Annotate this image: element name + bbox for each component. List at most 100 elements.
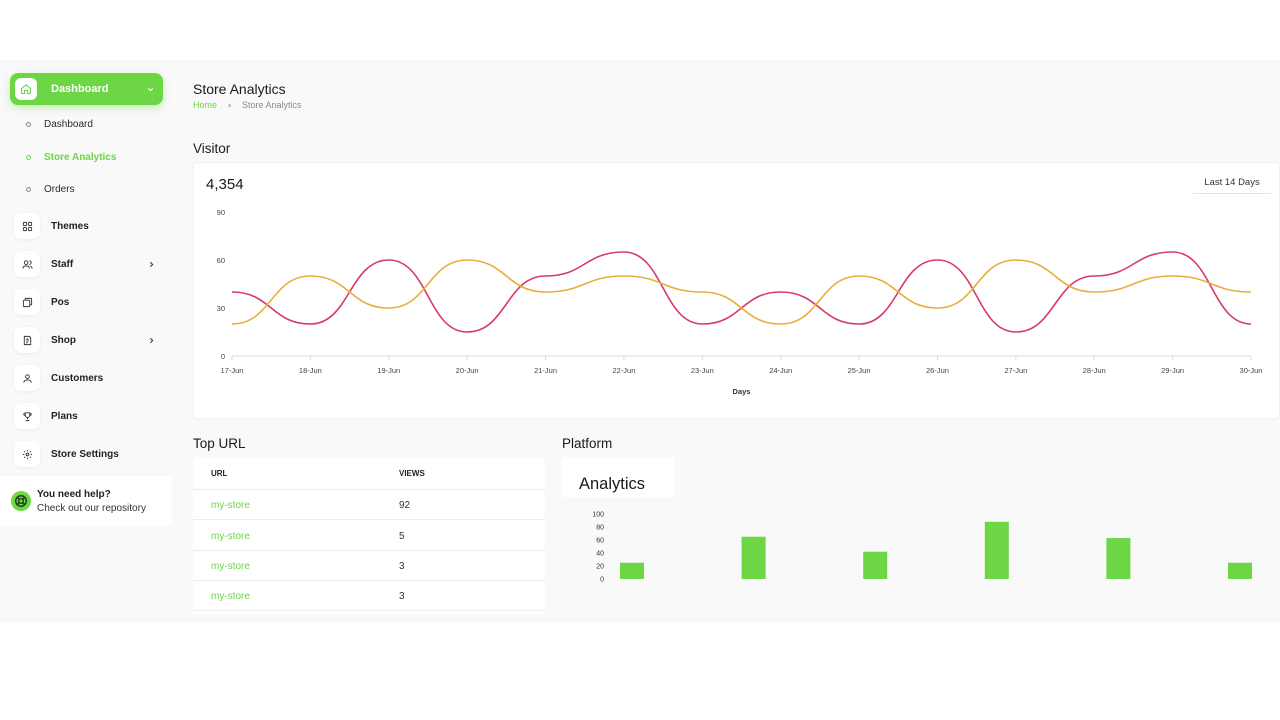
y-tick-label: 40: [596, 551, 604, 558]
visitor-line-chart: 0 30 60 90 17-Jun 18-Jun 19-Jun 20-Jun 21-Jun 22-…: [217, 208, 1263, 396]
x-tick-label: 18-Jun: [299, 366, 322, 375]
url-link[interactable]: my-store: [211, 561, 250, 572]
table-row: my-store 3: [193, 581, 545, 611]
y-tick-label: 60: [596, 538, 604, 545]
x-tick-label: 25-Jun: [848, 366, 871, 375]
x-tick-label: 28-Jun: [1083, 366, 1106, 375]
sidebar-item-label: Pos: [51, 296, 70, 308]
bar: [863, 551, 888, 579]
bar: [741, 536, 766, 579]
platform-card-header: [562, 457, 674, 497]
help-text: You need help? Check out our repository: [37, 489, 146, 514]
platform-bar-chart: 0 20 40 60 80 100: [592, 512, 1252, 584]
table-row: my-store 92: [193, 490, 545, 520]
sidebar-item-customers[interactable]: Customers: [14, 365, 162, 391]
bar: [984, 521, 1009, 579]
table-row: my-store 5: [193, 521, 545, 551]
sidebar-item-label: Shop: [51, 334, 76, 346]
grid-icon: [14, 213, 40, 239]
platform-card-title: Analytics: [579, 475, 646, 493]
url-link[interactable]: my-store: [211, 531, 250, 542]
column-header-views: VIEWS: [399, 469, 425, 478]
y-tick-label: 60: [217, 256, 225, 265]
bullet-icon: [26, 155, 31, 160]
sidebar-item-store-settings[interactable]: Store Settings: [14, 441, 162, 467]
views-value: 3: [399, 591, 405, 602]
shop-icon: [14, 327, 40, 353]
x-tick-label: 17-Jun: [221, 366, 244, 375]
sidebar-item-label: Themes: [51, 220, 89, 232]
url-link[interactable]: my-store: [211, 500, 250, 511]
y-tick-label: 30: [217, 304, 225, 313]
x-tick-label: 21-Jun: [534, 366, 557, 375]
x-tick-label: 30-Jun: [1240, 366, 1263, 375]
user-icon: [14, 365, 40, 391]
help-title: You need help?: [37, 488, 111, 500]
sidebar-item-label: Store Settings: [51, 448, 119, 460]
series-line-2: [231, 259, 1252, 325]
x-axis-label: Days: [733, 387, 751, 396]
gear-icon: [14, 441, 40, 467]
help-subtitle: Check out our repository: [37, 502, 146, 514]
y-tick-label: 100: [592, 512, 604, 519]
sidebar-subitem-label: Store Analytics: [44, 152, 117, 163]
visitor-section-title: Visitor: [193, 141, 231, 156]
table-row: my-store 3: [193, 551, 545, 581]
bullet-icon: [26, 187, 31, 192]
chevron-down-icon: [146, 85, 155, 94]
views-value: 5: [399, 531, 405, 542]
x-tick-label: 20-Jun: [456, 366, 479, 375]
visitor-count: 4,354: [206, 176, 244, 193]
sidebar-item-label: Customers: [51, 372, 104, 384]
users-icon: [14, 251, 40, 277]
home-icon: [15, 78, 37, 100]
x-tick-label: 22-Jun: [612, 366, 635, 375]
y-tick-label: 0: [221, 352, 225, 361]
chevron-right-icon: [147, 336, 156, 345]
x-tick-label: 23-Jun: [691, 366, 714, 375]
lifebuoy-icon: [11, 491, 31, 511]
bar: [620, 562, 644, 579]
top-url-table: URL VIEWS my-store 92 my-store 5 my-stor…: [193, 457, 545, 614]
y-tick-label: 90: [217, 208, 225, 217]
table-header: URL VIEWS: [193, 457, 545, 490]
x-tick-label: 27-Jun: [1004, 366, 1027, 375]
sidebar-item-dashboard-group[interactable]: Dashboard: [10, 73, 163, 105]
help-box[interactable]: You need help? Check out our repository: [0, 476, 172, 526]
x-tick-label: 24-Jun: [769, 366, 792, 375]
chevron-right-icon: [226, 102, 233, 109]
sidebar-subitem-store-analytics[interactable]: Store Analytics: [26, 152, 116, 163]
date-range-button[interactable]: Last 14 Days: [1193, 172, 1271, 194]
breadcrumb-home-link[interactable]: Home: [193, 100, 218, 110]
sidebar-item-shop[interactable]: Shop: [14, 327, 162, 353]
page-title: Store Analytics: [193, 81, 286, 97]
sidebar-subitem-label: Orders: [44, 184, 75, 195]
sidebar-item-pos[interactable]: Pos: [14, 289, 162, 315]
x-tick-label: 26-Jun: [926, 366, 949, 375]
breadcrumb-current: Store Analytics: [242, 100, 302, 110]
bar: [1106, 538, 1131, 579]
sidebar-subitem-dashboard[interactable]: Dashboard: [26, 119, 93, 130]
trophy-icon: [14, 403, 40, 429]
views-value: 3: [399, 561, 405, 572]
sidebar-subitem-orders[interactable]: Orders: [26, 184, 75, 195]
y-tick-label: 80: [596, 525, 604, 532]
pos-icon: [14, 289, 40, 315]
platform-section-title: Platform: [562, 436, 613, 451]
y-tick-label: 20: [596, 564, 604, 571]
platform-card: Analytics 0 20 40 60 80 100: [562, 457, 1280, 614]
column-header-url: URL: [211, 469, 228, 478]
visitor-card: 4,354 Last 14 Days 0 30 60 90 17-Jun 18-Jun 19…: [193, 162, 1280, 419]
sidebar-item-label: Plans: [51, 410, 78, 422]
top-url-section-title: Top URL: [193, 436, 246, 451]
sidebar-item-plans[interactable]: Plans: [14, 403, 162, 429]
x-tick-label: 29-Jun: [1161, 366, 1184, 375]
sidebar-item-staff[interactable]: Staff: [14, 251, 162, 277]
bar: [1228, 562, 1252, 579]
sidebar-subitem-label: Dashboard: [44, 119, 93, 130]
x-tick-label: 19-Jun: [377, 366, 400, 375]
url-link[interactable]: my-store: [211, 591, 250, 602]
sidebar-item-themes[interactable]: Themes: [14, 213, 162, 239]
views-value: 92: [399, 500, 411, 511]
